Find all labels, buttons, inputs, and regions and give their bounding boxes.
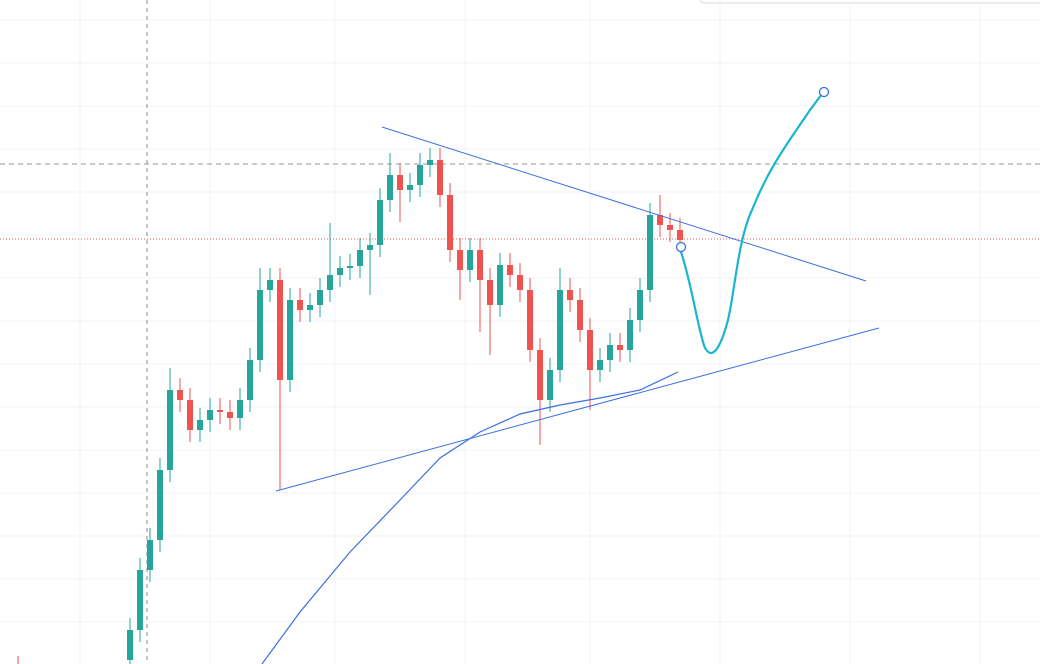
- candle-body: [217, 410, 223, 412]
- candle-body: [147, 540, 153, 570]
- candle-body: [627, 320, 633, 350]
- candle-body: [227, 412, 233, 418]
- candle-body: [137, 570, 143, 630]
- candle-body: [157, 470, 163, 540]
- candle-body: [647, 215, 653, 290]
- candle-body: [437, 160, 443, 195]
- candle-body: [327, 275, 333, 290]
- candle-body: [567, 290, 573, 300]
- candle-body: [287, 300, 293, 380]
- candle-body: [247, 360, 253, 400]
- candle-body: [357, 250, 363, 266]
- candle-body: [417, 165, 423, 185]
- candle-body: [277, 280, 283, 380]
- candle-body: [607, 345, 613, 360]
- candle-body: [657, 215, 663, 225]
- candle-body: [387, 175, 393, 200]
- candle-body: [427, 160, 433, 165]
- candle-body: [477, 250, 483, 280]
- candle-body: [457, 250, 463, 270]
- candle-body: [167, 390, 173, 470]
- candle-body: [447, 195, 453, 250]
- candle-body: [377, 200, 383, 245]
- trendline-lower: [275, 327, 880, 492]
- candle-body: [187, 400, 193, 430]
- candle-body: [317, 290, 323, 305]
- candle-body: [367, 245, 373, 250]
- candle-body: [237, 400, 243, 418]
- moving-average: [261, 371, 679, 664]
- candle-body: [557, 290, 563, 370]
- candle-body: [517, 275, 523, 290]
- candle-body: [127, 630, 133, 660]
- candle-body: [527, 290, 533, 350]
- candle-body: [197, 420, 203, 430]
- candle-body: [497, 265, 503, 305]
- candles: [127, 148, 683, 664]
- candle-body: [667, 225, 673, 230]
- candle-body: [587, 330, 593, 370]
- candle-body: [207, 410, 213, 420]
- candle-body: [347, 266, 353, 268]
- projection-path: [679, 92, 824, 355]
- candle-body: [547, 370, 553, 400]
- candle-body: [307, 305, 313, 310]
- candle-body: [337, 268, 343, 275]
- candle-body: [407, 185, 413, 190]
- candle-body: [467, 250, 473, 270]
- candle-body: [677, 230, 683, 240]
- candle-body: [577, 300, 583, 330]
- candle-body: [507, 265, 513, 275]
- candle-body: [637, 290, 643, 320]
- path-handle[interactable]: [675, 241, 687, 253]
- candle-body: [537, 350, 543, 400]
- panel-edge: [699, 0, 1040, 4]
- path-handle[interactable]: [818, 86, 830, 98]
- candle-body: [597, 360, 603, 370]
- candle-body: [397, 175, 403, 190]
- candle-body: [257, 290, 263, 360]
- candle-body: [617, 345, 623, 350]
- candle-body: [267, 280, 273, 290]
- trendline-upper: [381, 126, 867, 282]
- candle-body: [177, 390, 183, 400]
- candle-body: [487, 280, 493, 305]
- candle-body: [297, 300, 303, 310]
